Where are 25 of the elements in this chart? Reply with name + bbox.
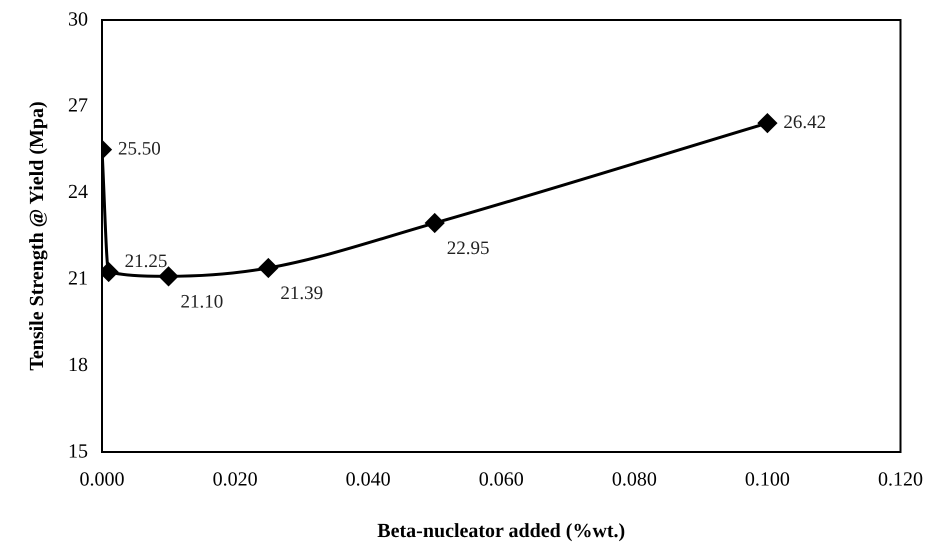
- data-label: 21.39: [280, 282, 324, 304]
- y-axis-title: Tensile Strength @ Yield (Mpa): [26, 101, 48, 371]
- point: [159, 266, 178, 286]
- x-tick-label: 0.040: [346, 468, 391, 490]
- data-label: 21.10: [180, 291, 224, 312]
- x-tick-label: 0.080: [612, 468, 657, 490]
- x-tick-label: 0.020: [212, 468, 258, 490]
- y-tick-label: 30: [68, 8, 88, 30]
- x-tick-label: 0.120: [878, 468, 923, 490]
- point: [425, 214, 444, 233]
- y-tick-label: 27: [68, 94, 88, 117]
- data-label: 25.50: [118, 138, 161, 160]
- y-tick-label: 21: [68, 267, 88, 290]
- x-tick-label: 0.060: [478, 468, 524, 490]
- x-tick-label: 0.100: [744, 468, 790, 490]
- y-tick-label: 15: [68, 440, 88, 462]
- point: [258, 258, 278, 278]
- point: [758, 114, 777, 133]
- data-label: 21.25: [124, 250, 168, 272]
- x-axis-title: Beta-nucleator added (%wt.): [377, 520, 626, 542]
- data-label: 22.95: [446, 238, 490, 260]
- x-tick-label: 0.000: [80, 468, 124, 490]
- y-tick-label: 18: [68, 354, 88, 376]
- y-tick-label: 24: [68, 181, 88, 204]
- data-label: 26.42: [783, 112, 826, 134]
